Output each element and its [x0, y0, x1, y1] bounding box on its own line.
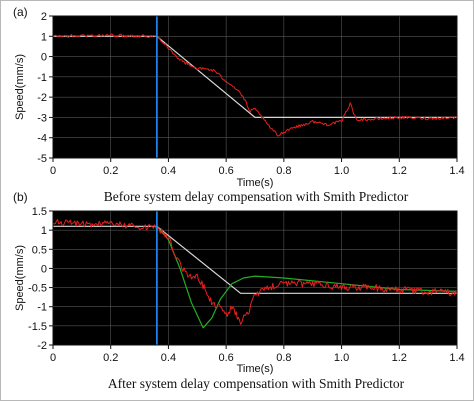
panel-b-x-ticks: 0 0.2 0.4 0.6 0.8 1.0 1.2 1.4 — [50, 345, 465, 364]
panel-b-tag: (b) — [13, 190, 28, 204]
x-tick-label: 1.2 — [392, 165, 407, 177]
plot-frame — [52, 210, 458, 346]
y-tick-label: -5 — [37, 153, 47, 165]
y-tick-label: 1.5 — [32, 206, 47, 218]
x-tick-label: 0.8 — [276, 165, 291, 177]
series-line-1 — [156, 225, 458, 329]
y-tick-label: 1 — [41, 225, 47, 237]
panel-a-series — [52, 15, 458, 159]
y-tick-label: -0.5 — [28, 283, 47, 295]
x-tick-label: 1.4 — [449, 165, 464, 177]
y-tick-label: 2 — [41, 11, 47, 23]
y-tick-label: -4 — [37, 133, 47, 145]
panel-b-x-axis-label: Time(s) — [237, 363, 274, 375]
x-tick-label: 0.2 — [103, 352, 118, 364]
panel-a-x-ticks: 0 0.2 0.4 0.6 0.8 1.0 1.2 1.4 — [50, 158, 465, 177]
y-tick-label: 0 — [41, 263, 47, 275]
panel-b-series — [52, 210, 458, 346]
y-tick-label: -1 — [37, 72, 47, 84]
x-tick-label: 1.0 — [334, 165, 349, 177]
x-tick-label: 0.4 — [161, 165, 176, 177]
y-tick-label: -1.5 — [28, 321, 47, 333]
y-tick-label: -2 — [37, 92, 47, 104]
series-line-1 — [52, 33, 458, 137]
x-tick-label: 0 — [50, 352, 56, 364]
panel-b-y-ticks: 1.5 1 0.5 0 -0.5 -1 -1.5 -2 — [28, 206, 53, 352]
x-tick-label: 1.2 — [392, 352, 407, 364]
x-tick-label: 0.6 — [218, 352, 233, 364]
panel-b-plot-area — [53, 211, 457, 345]
panel-a-x-axis-label: Time(s) — [237, 177, 274, 189]
y-tick-label: -3 — [37, 112, 47, 124]
x-tick-label: 0.2 — [103, 165, 118, 177]
panel-a-y-axis-label: Speed(mm/s) — [14, 54, 26, 120]
panel-a-plot-area — [53, 16, 457, 158]
panel-a: (a) 2 1 0 -1 -2 -3 -4 -5 0 0.2 0.4 0.6 0.8 1.0 1.2 1.4… — [13, 5, 465, 204]
y-tick-label: 0.5 — [32, 244, 47, 256]
plot-frame — [52, 15, 458, 159]
panel-a-tag: (a) — [13, 5, 28, 19]
series-line-0 — [53, 225, 457, 294]
panel-b-y-axis-label: Speed(mm/s) — [14, 245, 26, 311]
x-tick-label: 1.4 — [449, 352, 464, 364]
panel-b-caption: After system delay compensation with Smi… — [108, 376, 405, 391]
panel-a-caption: Before system delay compensation with Sm… — [104, 189, 409, 204]
y-tick-label: 1 — [41, 31, 47, 43]
y-tick-label: 0 — [41, 52, 47, 64]
x-tick-label: 1.0 — [334, 352, 349, 364]
x-tick-label: 0 — [50, 165, 56, 177]
y-tick-label: -1 — [37, 302, 47, 314]
y-tick-label: -2 — [37, 340, 47, 352]
x-tick-label: 0.6 — [218, 165, 233, 177]
series-line-2 — [52, 219, 458, 325]
panel-b: (b) 1.5 1 0.5 0 -0.5 -1 -1.5 -2 0 0.2 0.4 0.6 0.8 1.… — [13, 190, 465, 391]
x-tick-label: 0.4 — [161, 352, 176, 364]
panel-a-y-ticks: 2 1 0 -1 -2 -3 -4 -5 — [37, 11, 53, 165]
x-tick-label: 0.8 — [276, 352, 291, 364]
